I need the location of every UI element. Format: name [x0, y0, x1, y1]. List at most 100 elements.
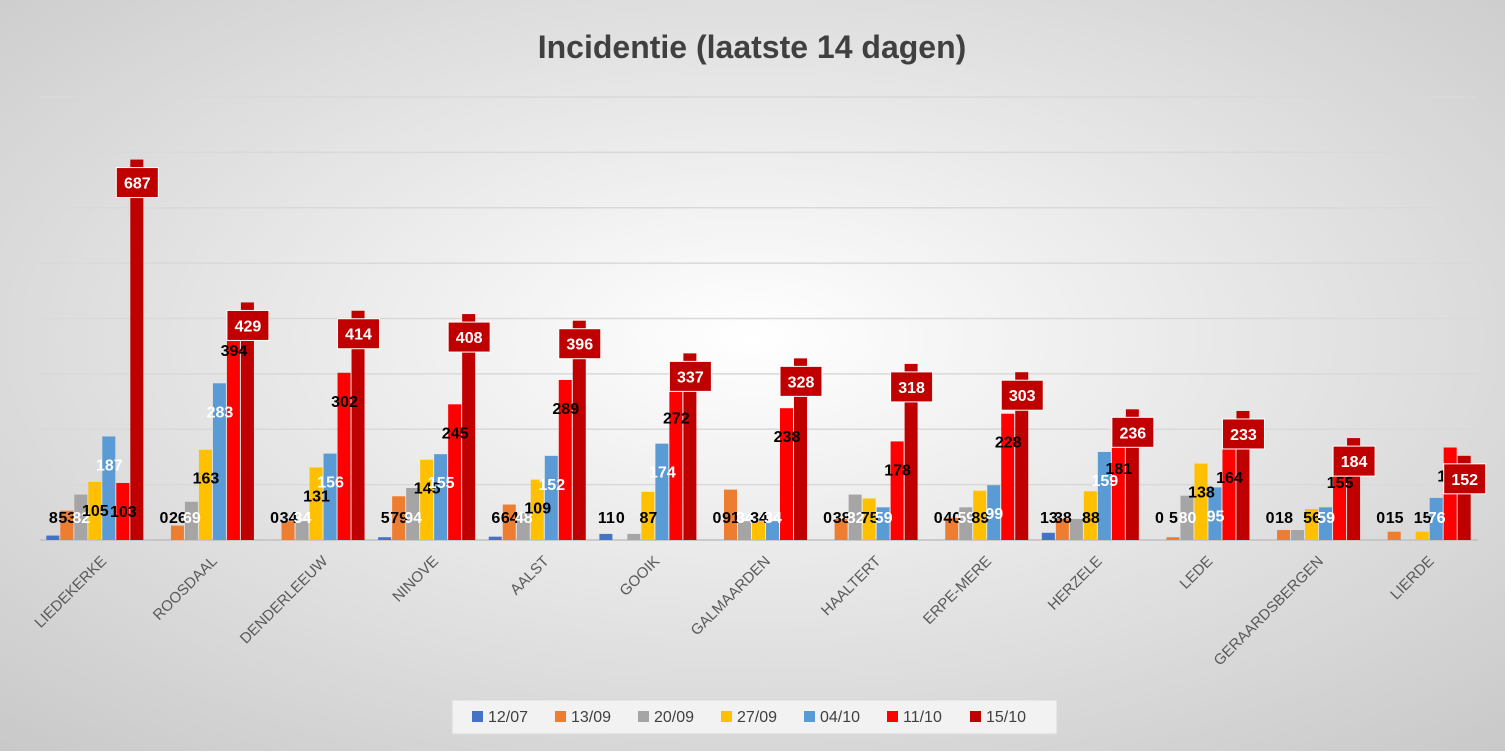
data-label: 109 — [524, 501, 551, 518]
data-label: 159 — [1091, 473, 1118, 490]
highlight-label: 233 — [1221, 418, 1265, 450]
data-label: 38 — [1054, 510, 1072, 527]
data-label: 429 — [235, 318, 262, 335]
data-label: 131 — [303, 488, 330, 505]
bar-denderleeuw-04-10 — [323, 453, 337, 540]
chart-title: Incidentie (laatste 14 dagen) — [538, 29, 967, 65]
data-label: 187 — [96, 457, 123, 474]
bar-lede-04-10 — [1208, 487, 1222, 540]
data-label: 34 — [294, 510, 312, 527]
bar-lierde-04-10 — [1429, 497, 1443, 540]
data-label: 245 — [442, 425, 469, 442]
bar-roosdaal-15-10 — [240, 302, 254, 540]
bar-galmaarden-27-09 — [752, 521, 765, 540]
legend: 12/07 13/09 20/09 27/09 04/10 11/10 15/10 — [451, 699, 1058, 735]
legend-item: 04/10 — [804, 709, 860, 726]
data-label: 34 — [736, 510, 754, 527]
legend-item: 15/10 — [970, 709, 1026, 726]
legend-swatch — [555, 711, 566, 722]
highlight-label: 152 — [1443, 463, 1487, 495]
data-label: 233 — [1230, 427, 1257, 444]
bar-liedekerke-20-09 — [74, 494, 88, 540]
bar-liedekerke-12-07 — [46, 535, 60, 540]
data-label: 238 — [774, 429, 801, 446]
bar-denderleeuw-11-10 — [337, 372, 351, 540]
data-label: 0 — [1266, 510, 1275, 527]
data-label: 155 — [1327, 475, 1354, 492]
bar-geraardsbergen-27-09 — [1305, 508, 1319, 540]
bar-herzele-12-07 — [1041, 532, 1055, 540]
highlight-label: 429 — [226, 309, 270, 341]
bar-geraardsbergen-04-10 — [1319, 507, 1333, 540]
bar-lierde-13-09 — [1387, 531, 1401, 540]
data-label: 283 — [207, 404, 234, 421]
bar-erpe-mere-11-10 — [1001, 413, 1015, 540]
data-label: 59 — [875, 510, 893, 527]
data-label: 64 — [501, 510, 519, 527]
highlight-label-box — [447, 321, 491, 353]
data-label: 69 — [183, 510, 201, 527]
bar-roosdaal-20-09 — [184, 501, 198, 540]
bar-herzele-04-10 — [1097, 451, 1111, 540]
legend-swatch — [721, 711, 732, 722]
legend-swatch — [472, 711, 483, 722]
bar-aalst-04-10 — [544, 455, 558, 540]
legend-swatch — [887, 711, 898, 722]
bar-roosdaal-27-09 — [198, 449, 212, 540]
bar-ninove-04-10 — [434, 454, 448, 540]
legend-item: 13/09 — [555, 709, 611, 726]
data-label: 48 — [515, 510, 533, 527]
highlight-label: 687 — [115, 167, 159, 199]
bar-geraardsbergen-13-09 — [1277, 530, 1291, 540]
data-label: 15 — [1386, 510, 1404, 527]
data-label: 0 — [713, 510, 722, 527]
bar-gooik-27-09 — [641, 491, 655, 540]
data-label: 80 — [1179, 510, 1197, 527]
bar-liedekerke-11-10 — [116, 482, 130, 540]
bar-aalst-11-10 — [558, 379, 572, 540]
data-label: 236 — [1119, 425, 1146, 442]
bar-ninove-11-10 — [448, 404, 462, 540]
highlight-label: 303 — [1000, 379, 1044, 411]
legend-label: 15/10 — [986, 709, 1026, 726]
bar-herzele-13-09 — [1055, 518, 1069, 540]
data-label: 91 — [722, 510, 740, 527]
legend-swatch — [638, 711, 649, 722]
legend-label: 12/07 — [488, 709, 528, 726]
data-label: 0 — [270, 510, 279, 527]
legend-label: 11/10 — [903, 709, 942, 726]
bar-lede-11-10 — [1222, 449, 1236, 540]
data-label: 228 — [995, 435, 1022, 452]
bar-ninove-15-10 — [462, 314, 476, 540]
bar-aalst-27-09 — [530, 479, 544, 540]
bar-haaltert-13-09 — [834, 518, 848, 540]
bar-galmaarden-20-09 — [738, 521, 751, 540]
highlight-label-box — [779, 365, 823, 397]
highlight-label: 337 — [668, 360, 712, 392]
data-label: 82 — [72, 510, 90, 527]
bar-galmaarden-15-10 — [794, 358, 807, 540]
data-label: 95 — [1207, 508, 1225, 525]
highlight-label-box — [1221, 418, 1265, 450]
data-label: 289 — [552, 401, 579, 418]
data-label: 38 — [833, 510, 851, 527]
highlight-label-box — [1000, 379, 1044, 411]
highlight-label-box — [115, 167, 159, 199]
data-label: 145 — [414, 481, 441, 498]
bar-ninove-27-09 — [420, 459, 434, 540]
data-label: 15 — [1414, 510, 1432, 527]
highlight-label-box — [558, 328, 602, 360]
bar-erpe-mere-15-10 — [1015, 372, 1029, 540]
data-label: 82 — [847, 510, 865, 527]
data-label: 76 — [1428, 510, 1446, 527]
data-label: 56 — [1303, 510, 1321, 527]
data-label: 394 — [221, 343, 248, 360]
data-label: 156 — [317, 475, 344, 492]
highlight-label-box — [890, 371, 934, 403]
highlight-label: 184 — [1332, 445, 1376, 477]
highlight-label-box — [226, 309, 270, 341]
data-label: 0 — [616, 510, 625, 527]
bar-gooik-12-07 — [599, 533, 613, 540]
